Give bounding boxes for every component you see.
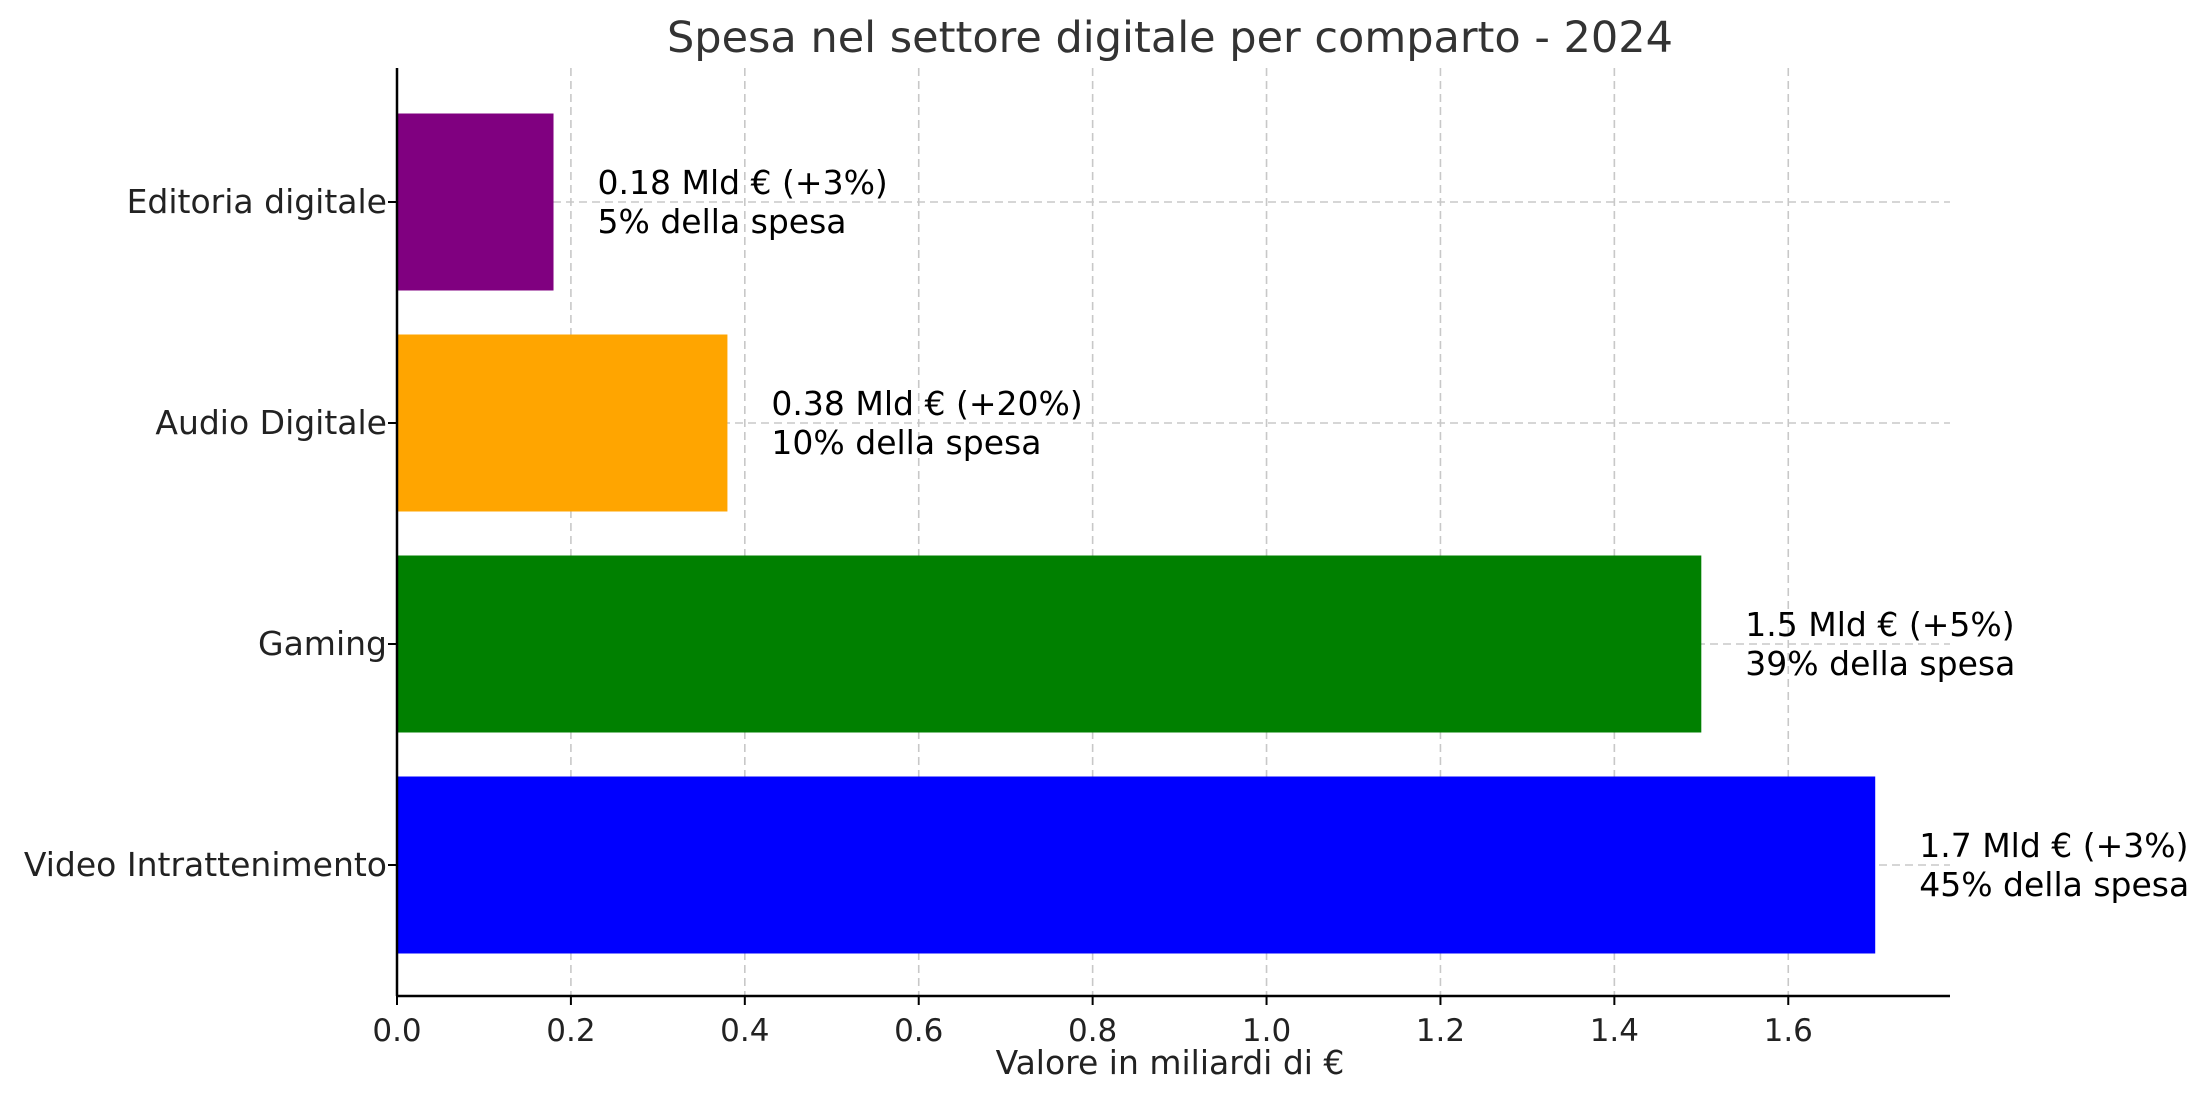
- category-label: Gaming: [258, 624, 387, 663]
- bar: [397, 334, 728, 512]
- x-tick-label: 1.4: [1590, 1013, 1639, 1049]
- data-label-value: 0.18 Mld € (+3%): [598, 163, 888, 202]
- chart-title: Spesa nel settore digitale per comparto …: [667, 13, 1673, 63]
- data-label-value: 0.38 Mld € (+20%): [771, 384, 1082, 423]
- data-label-share: 39% della spesa: [1745, 644, 2015, 683]
- data-label-value: 1.7 Mld € (+3%): [1919, 826, 2188, 865]
- data-labels: 1.7 Mld € (+3%)45% della spesa 1.5 Mld € …: [598, 163, 2190, 904]
- category-label: Editoria digitale: [127, 182, 387, 221]
- axes: 0.0 0.2 0.4 0.6 0.8 1.0 1.2 1.4 1.6 Video Intratt…: [24, 68, 1950, 1049]
- bar: [397, 776, 1876, 954]
- data-label-value: 1.5 Mld € (+5%): [1745, 605, 2014, 644]
- x-tick-label: 0.0: [372, 1013, 421, 1049]
- x-tick-label: 1.2: [1416, 1013, 1465, 1049]
- x-tick-label: 0.8: [1068, 1013, 1117, 1049]
- x-axis-label: Valore in miliardi di €: [996, 1043, 1345, 1082]
- x-tick-label: 1.6: [1764, 1013, 1813, 1049]
- x-tick-label: 0.2: [546, 1013, 595, 1049]
- data-label-share: 10% della spesa: [771, 423, 1041, 462]
- data-label-share: 45% della spesa: [1919, 865, 2189, 904]
- data-label-share: 5% della spesa: [598, 202, 847, 241]
- bar: [397, 113, 554, 291]
- bars: [397, 113, 1876, 954]
- bar: [397, 555, 1702, 733]
- category-label: Audio Digitale: [155, 403, 387, 442]
- x-tick-label: 1.0: [1242, 1013, 1291, 1049]
- x-tick-label: 0.6: [894, 1013, 943, 1049]
- x-tick-label: 0.4: [720, 1013, 769, 1049]
- category-label: Video Intrattenimento: [24, 845, 387, 884]
